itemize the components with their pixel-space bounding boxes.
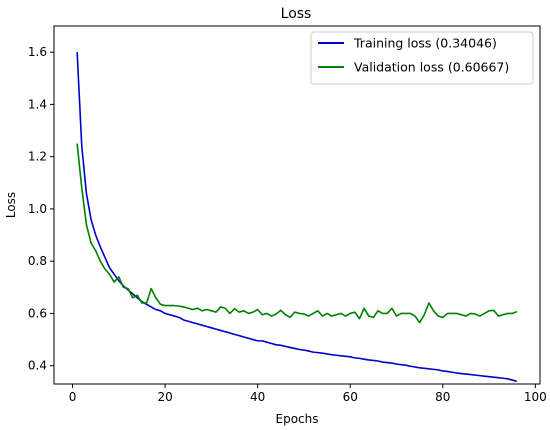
y-tick-label: 1.4 [28,97,47,111]
y-tick-label: 0.8 [28,254,47,268]
x-tick-label: 60 [343,390,358,404]
x-tick-label: 20 [157,390,172,404]
y-axis-label: Loss [4,192,18,218]
y-tick-label: 1.2 [28,150,47,164]
x-tick-label: 100 [524,390,547,404]
y-tick-label: 1.0 [28,202,47,216]
x-tick-label: 80 [435,390,450,404]
x-tick-label: 0 [69,390,77,404]
y-tick-label: 0.6 [28,306,47,320]
legend-label-validation: Validation loss (0.60667) [354,60,509,75]
series-line-validation [76,143,518,324]
y-tick-label: 0.4 [28,359,47,373]
y-tick-label: 1.6 [28,45,47,59]
legend-label-training: Training loss (0.34046) [353,36,497,51]
x-axis-label: Epochs [276,412,319,426]
axes-frame [53,25,541,385]
legend: Training loss (0.34046) Validation loss … [310,31,534,85]
y-axis: 0.4 0.6 0.8 1.0 1.2 1.4 1.6 [28,45,54,373]
plot-area [76,52,518,383]
chart-title: Loss [281,6,312,22]
legend-box [310,31,534,85]
x-tick-label: 40 [250,390,265,404]
x-axis: 0 20 40 60 80 100 [69,384,547,404]
series-line-training [76,52,518,383]
